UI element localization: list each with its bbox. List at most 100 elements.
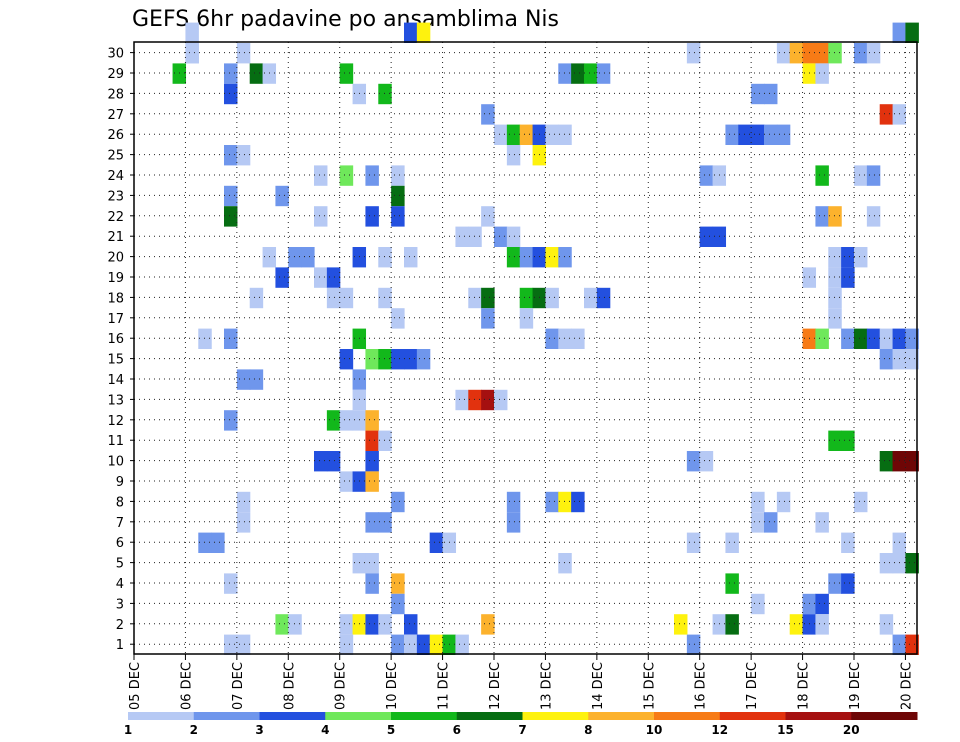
heatmap-cell (815, 43, 829, 64)
heatmap-cell (776, 43, 791, 64)
heatmap-cell (494, 226, 508, 247)
heatmap-cell (275, 614, 289, 635)
heatmap-cell (892, 532, 907, 553)
heatmap-cell (596, 63, 611, 84)
heatmap-cell (596, 287, 611, 309)
y-tick-label: 20 (107, 251, 124, 266)
heatmap-cell (828, 287, 842, 309)
heatmap-cell (236, 43, 251, 64)
y-tick-label: 15 (107, 353, 124, 368)
heatmap-cell (558, 124, 572, 145)
y-tick-label: 13 (107, 393, 124, 408)
heatmap-cell (391, 308, 405, 329)
x-tick-label: 15 DEC (642, 662, 657, 710)
heatmap-cell (725, 614, 739, 635)
heatmap-cell (866, 206, 881, 227)
heatmap-cell (828, 267, 842, 288)
heatmap-cell (751, 491, 765, 513)
x-tick-label: 16 DEC (694, 662, 709, 710)
x-tick-label: 09 DEC (334, 662, 349, 710)
x-tick-label: 07 DEC (231, 662, 246, 710)
heatmap-cell (404, 634, 418, 655)
heatmap-cell (378, 83, 392, 105)
heatmap-cell (416, 349, 431, 370)
heatmap-cell (712, 165, 727, 186)
heatmap-cell (224, 185, 238, 207)
heatmap-cell (262, 247, 277, 268)
y-tick-label: 5 (116, 557, 124, 572)
y-tick-label: 29 (107, 67, 124, 82)
heatmap-cell (378, 349, 392, 370)
heatmap-cell (506, 226, 521, 247)
heatmap-cell (339, 287, 354, 309)
heatmap-cell (866, 328, 881, 349)
heatmap-cell (506, 145, 521, 166)
heatmap-cell (275, 185, 289, 207)
heatmap-cell (751, 124, 765, 145)
heatmap-cell (879, 451, 894, 472)
heatmap-cell (545, 287, 559, 309)
heatmap-cell (339, 410, 354, 431)
heatmap-cell (236, 512, 251, 533)
heatmap-cell (404, 614, 418, 635)
heatmap-cell (339, 471, 354, 492)
legend-swatch (325, 712, 392, 720)
plot-frame (133, 41, 918, 655)
y-tick-label: 17 (107, 312, 124, 327)
heatmap-cell (905, 451, 919, 472)
heatmap-cell (725, 573, 739, 594)
heatmap-cell (519, 287, 534, 309)
heatmap-cell (815, 328, 829, 349)
heatmap-cell (699, 226, 714, 247)
heatmap-cell (481, 389, 495, 411)
heatmap-cell (519, 308, 534, 329)
y-tick-label: 11 (107, 434, 124, 449)
heatmap-cell (879, 553, 894, 574)
heatmap-cell (866, 165, 881, 186)
x-tick-label: 17 DEC (745, 662, 760, 710)
heatmap-cell (712, 614, 727, 635)
heatmap-cell (404, 22, 418, 43)
heatmap-cell (815, 512, 829, 533)
heatmap-cell (288, 247, 302, 268)
heatmap-cell (892, 451, 907, 472)
heatmap-cell (802, 63, 817, 84)
legend-label: 1 (124, 723, 132, 737)
heatmap-cell (249, 369, 264, 390)
legend-swatch (391, 712, 458, 720)
heatmap-cell (352, 614, 367, 635)
legend-label: 10 (646, 723, 663, 737)
y-tick-label: 16 (107, 332, 124, 347)
y-tick-label: 14 (107, 373, 124, 388)
heatmap-cell (326, 287, 341, 309)
x-tick-label: 18 DEC (797, 662, 812, 710)
x-axis: 05 DEC 06 DEC 07 DEC 08 DEC 09 DEC 10 DEC 11 D… (128, 654, 914, 710)
heatmap-cell (892, 104, 907, 125)
grid-lines (134, 42, 917, 654)
legend-label: 3 (255, 723, 263, 737)
heatmap-cell (352, 369, 367, 390)
heatmap-cell (378, 247, 392, 268)
y-tick-label: 23 (107, 189, 124, 204)
heatmap-cell (494, 124, 508, 145)
heatmap-cell (236, 145, 251, 166)
heatmap-cell (455, 634, 469, 655)
heatmap-cell (532, 145, 547, 166)
heatmap-cell (198, 532, 212, 553)
heatmap-cell (198, 328, 212, 349)
heatmap-cell (545, 124, 559, 145)
legend-label: 6 (453, 723, 461, 737)
heatmap-cell (854, 43, 868, 64)
heatmap-cell (854, 491, 868, 513)
heatmap-cell (211, 532, 225, 553)
heatmap-cell (892, 349, 907, 370)
heatmap-cell (545, 247, 559, 268)
heatmap-cell (571, 491, 585, 513)
heatmap-cell (404, 349, 418, 370)
heatmap-cell (815, 614, 829, 635)
heatmap-cell (224, 573, 238, 594)
heatmap-cell (905, 349, 919, 370)
heatmap-cell (314, 165, 328, 186)
heatmap-cell (558, 491, 572, 513)
heatmap-cell (429, 634, 444, 655)
